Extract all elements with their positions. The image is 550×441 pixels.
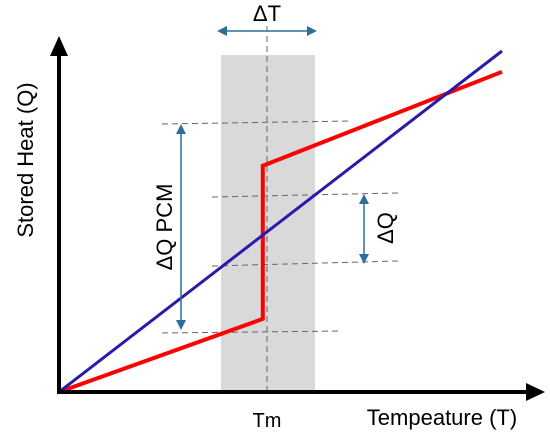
arrow-up-icon <box>176 124 186 134</box>
dashed-guide-dq-bottom <box>211 260 399 267</box>
x-axis-arrow-icon <box>526 383 545 401</box>
delta-q-pcm-arrow <box>176 124 186 330</box>
arrow-left-icon <box>217 26 227 36</box>
y-axis-arrow-icon <box>50 36 68 56</box>
dashed-guide-upper <box>161 120 351 125</box>
dashed-guide-lower <box>161 330 343 334</box>
series-pcm <box>58 69 503 394</box>
x-axis-label: Tempeature (T) <box>367 405 517 430</box>
arrow-right-icon <box>307 26 317 36</box>
delta-q-pcm-label: ΔQ PCM <box>152 184 177 271</box>
delta-t-arrow <box>217 26 317 36</box>
delta-q-arrow <box>359 194 369 264</box>
delta-t-label: ΔT <box>253 1 281 26</box>
delta-q-label: ΔQ <box>373 212 398 244</box>
phase-change-band <box>221 55 315 390</box>
arrow-down-icon <box>176 320 186 330</box>
dashed-guide-dq-top <box>211 192 399 198</box>
series-sensible <box>58 49 503 394</box>
arrow-down-icon <box>359 254 369 264</box>
y-axis-label: Stored Heat (Q) <box>13 82 38 237</box>
arrow-up-icon <box>359 194 369 204</box>
x-tick-label-tm: Tm <box>253 410 282 432</box>
axes <box>50 36 545 401</box>
